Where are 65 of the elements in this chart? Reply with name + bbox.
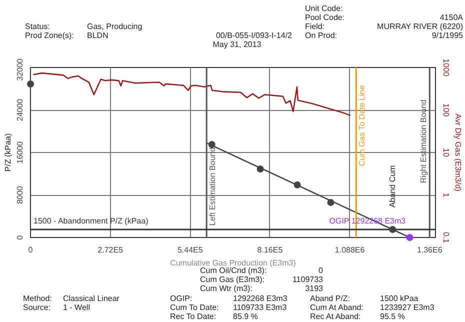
y-axis-title: P/Z (kPaa) <box>4 133 12 172</box>
y-tick-label: 0 <box>16 234 24 240</box>
y-tick-label: 16000 <box>16 140 24 164</box>
y2-tick-label: 0.1 <box>442 232 450 244</box>
text: Pool Code: <box>305 13 345 22</box>
y2-tick-label: 10 <box>442 148 450 158</box>
text: Aband P/Z: <box>310 294 350 303</box>
text: Cum To Date: <box>170 303 219 312</box>
text: Cum Wtr (m3): <box>200 284 252 293</box>
point <box>389 226 396 234</box>
text: 1109733 E3m3 <box>233 303 287 312</box>
text: BLDN <box>87 31 108 40</box>
text: 1233927 E3m3 <box>380 303 434 312</box>
text: Gas, Producing <box>87 22 142 31</box>
text: Cum Oil/Cnd (m3): <box>200 266 267 275</box>
text: Classical Linear <box>63 294 120 303</box>
text: OGIP: <box>170 294 192 303</box>
text: Rec To Date: <box>170 312 216 321</box>
y2-axis-title: Avr Dly Gas (E3m3/d) <box>454 114 462 192</box>
y-tick-label: 24000 <box>16 98 24 122</box>
text: 1 - Well <box>63 303 90 312</box>
ref-line-label: Cum Gas To Date Line <box>358 84 367 166</box>
x-axis-title: Cumulative Gas Production (E3m3) <box>170 258 296 268</box>
text: 1500 kPaa <box>380 294 418 303</box>
text: Method: <box>23 294 52 303</box>
chart-title: 00/B-055-I/093-I-14/2 <box>216 31 292 40</box>
text: 85.9 % <box>233 312 258 321</box>
chart-subtitle: May 31, 2013 <box>212 40 262 49</box>
x-tick-label: 5.44E5 <box>177 246 204 254</box>
point <box>327 198 334 206</box>
text: 3193 <box>305 284 323 293</box>
text: 4150A <box>440 13 463 22</box>
point <box>294 181 301 188</box>
y2-tick-label: 1000 <box>442 58 450 77</box>
text: 9/1/1995 <box>432 31 463 40</box>
y2-tick-label: 1 <box>442 192 450 198</box>
y2-tick-label: 100 <box>442 103 450 118</box>
point <box>27 80 34 88</box>
text: Cum Gas (E3m3): <box>200 275 264 284</box>
line-series <box>32 72 352 116</box>
x-tick-label: 1.36E6 <box>416 246 443 254</box>
ref-line-label: Right Estimation Bound <box>419 99 428 184</box>
text: 95.5 % <box>380 312 405 321</box>
text: 1109733 <box>292 275 323 284</box>
text: Unit Code: <box>305 4 343 13</box>
point <box>406 234 414 241</box>
annotation: Aband Cum <box>388 164 398 208</box>
x-tick-label: 1.088E6 <box>334 246 366 254</box>
text: MURRAY RIVER (6220) <box>377 22 463 31</box>
text: Status: <box>25 22 50 31</box>
text: 0 <box>318 266 323 275</box>
text: Rec At Aband: <box>310 312 361 321</box>
x-tick-label: 8.16E5 <box>257 246 284 254</box>
x-tick-label: 0 <box>28 246 34 254</box>
text: Prod Zone(s): <box>25 31 74 40</box>
text: Field: <box>305 22 325 31</box>
ref-line-label: Left Estimation Bound <box>208 147 218 226</box>
y-tick-label: 32000 <box>16 58 24 81</box>
text: On Prod: <box>305 31 338 40</box>
point <box>256 165 264 172</box>
text: Cum At Aband: <box>310 303 364 312</box>
source-note: Source: <box>23 303 51 312</box>
text: 1292268 E3m3 <box>233 294 288 303</box>
y-tick-label: 8000 <box>16 186 24 204</box>
x-tick-label: 2.72E5 <box>98 246 124 254</box>
